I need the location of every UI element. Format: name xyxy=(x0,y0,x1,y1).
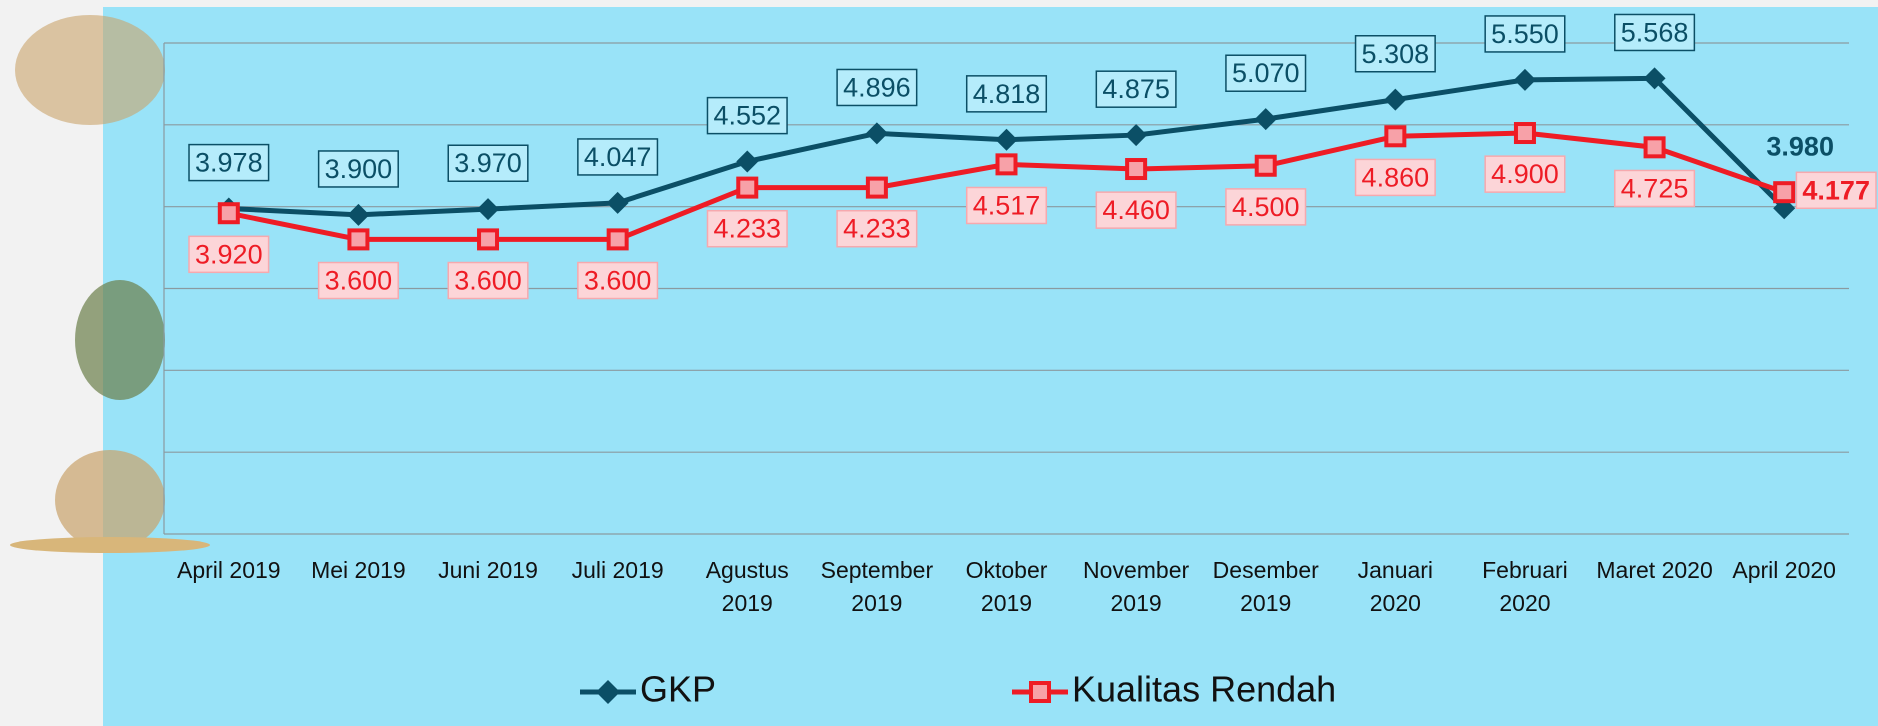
value-label: 3.600 xyxy=(448,263,528,299)
x-tick-label: Juni 2019 xyxy=(423,554,553,587)
x-tick-label: Juli 2019 xyxy=(553,554,683,587)
x-tick-label: Desember 2019 xyxy=(1201,554,1331,620)
value-label-text: 4.552 xyxy=(713,101,781,131)
value-label-text: 3.980 xyxy=(1766,131,1834,161)
marker xyxy=(1775,183,1793,201)
value-label-text: 3.600 xyxy=(584,266,652,296)
x-tick-label: April 2019 xyxy=(164,554,294,587)
marker xyxy=(1386,127,1404,145)
value-label: 5.568 xyxy=(1615,14,1695,50)
value-label: 4.233 xyxy=(707,211,787,247)
marker xyxy=(1646,138,1664,156)
x-tick-label: Maret 2020 xyxy=(1590,554,1720,587)
legend-label: Kualitas Rendah xyxy=(1072,669,1336,710)
legend-marker xyxy=(1031,683,1049,701)
value-label: 4.460 xyxy=(1096,192,1176,228)
legend-label: GKP xyxy=(640,669,716,710)
value-label-text: 4.860 xyxy=(1362,162,1430,192)
value-label: 5.550 xyxy=(1485,16,1565,52)
value-label: 3.970 xyxy=(448,145,528,181)
value-label: 4.900 xyxy=(1485,156,1565,192)
value-label-text: 4.233 xyxy=(843,214,911,244)
value-label: 3.600 xyxy=(578,263,658,299)
value-label-text: 5.568 xyxy=(1621,17,1689,47)
marker xyxy=(1516,124,1534,142)
value-label: 4.047 xyxy=(578,139,658,175)
value-label-text: 3.600 xyxy=(325,266,393,296)
marker xyxy=(998,155,1016,173)
x-tick-label: Februari 2020 xyxy=(1460,554,1590,620)
value-label-text: 4.896 xyxy=(843,72,911,102)
value-label: 4.860 xyxy=(1356,159,1436,195)
value-label: 4.517 xyxy=(967,187,1047,223)
marker xyxy=(868,179,886,197)
value-label-text: 5.070 xyxy=(1232,58,1300,88)
marker xyxy=(738,179,756,197)
value-label-text: 4.818 xyxy=(973,79,1041,109)
x-tick-label: September 2019 xyxy=(812,554,942,620)
value-label: 4.725 xyxy=(1615,170,1695,206)
marker xyxy=(349,230,367,248)
x-tick-label: Oktober 2019 xyxy=(942,554,1072,620)
value-label: 4.500 xyxy=(1226,189,1306,225)
value-label-text: 4.177 xyxy=(1802,175,1870,205)
x-tick-label: November 2019 xyxy=(1071,554,1201,620)
value-label: 4.818 xyxy=(967,76,1047,112)
value-label-text: 5.550 xyxy=(1491,19,1559,49)
value-label: 4.233 xyxy=(837,211,917,247)
value-label: 5.308 xyxy=(1356,36,1436,72)
x-tick-label: Mei 2019 xyxy=(294,554,424,587)
value-label-text: 3.970 xyxy=(454,148,522,178)
marker xyxy=(220,204,238,222)
value-label-text: 4.233 xyxy=(713,214,781,244)
value-label: 3.900 xyxy=(319,151,399,187)
value-label: 5.070 xyxy=(1226,55,1306,91)
marker xyxy=(609,230,627,248)
value-label-text: 4.047 xyxy=(584,142,652,172)
value-label: 4.177 xyxy=(1796,172,1876,208)
value-label-text: 4.460 xyxy=(1102,195,1170,225)
value-label-text: 4.500 xyxy=(1232,192,1300,222)
marker xyxy=(1257,157,1275,175)
value-label: 3.920 xyxy=(189,236,269,272)
x-tick-label: April 2020 xyxy=(1719,554,1849,587)
marker xyxy=(1127,160,1145,178)
value-label-text: 3.600 xyxy=(454,266,522,296)
value-label-text: 4.725 xyxy=(1621,173,1689,203)
value-label-text: 4.517 xyxy=(973,190,1041,220)
value-label: 3.978 xyxy=(189,145,269,181)
value-label-text: 5.308 xyxy=(1362,39,1430,69)
value-label: 3.980 xyxy=(1760,128,1840,164)
value-label: 3.600 xyxy=(319,263,399,299)
value-label: 4.552 xyxy=(707,98,787,134)
value-label-text: 3.920 xyxy=(195,239,263,269)
value-label-text: 3.900 xyxy=(325,154,393,184)
x-tick-label: Januari 2020 xyxy=(1331,554,1461,620)
page: 3.978 3.900 3.970 4.047 4.552 4.896 4.818 4.875… xyxy=(0,0,1878,726)
value-label-text: 4.875 xyxy=(1102,74,1170,104)
x-tick-label: Agustus 2019 xyxy=(682,554,812,620)
marker xyxy=(479,230,497,248)
value-label: 4.875 xyxy=(1096,71,1176,107)
value-label-text: 4.900 xyxy=(1491,159,1559,189)
value-label-text: 3.978 xyxy=(195,148,263,178)
value-label: 4.896 xyxy=(837,69,917,105)
